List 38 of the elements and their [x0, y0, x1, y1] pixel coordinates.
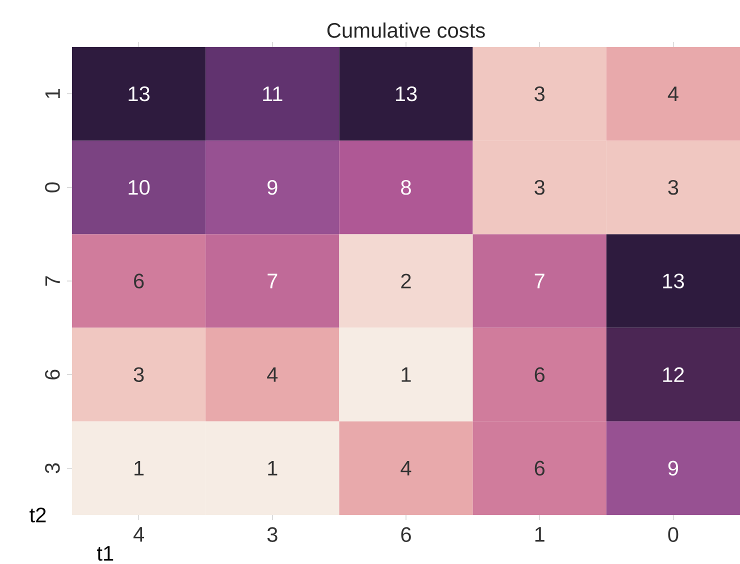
y-tick-label: 3	[45, 463, 60, 474]
data-label: 11	[263, 86, 282, 102]
chart-title: Cumulative costs	[327, 22, 485, 38]
data-label: 9	[668, 460, 678, 476]
data-label: 7	[534, 274, 544, 288]
data-label: 1	[134, 461, 144, 476]
data-label: 13	[663, 274, 684, 288]
data-label: 6	[134, 274, 144, 288]
x-tick-label: 0	[668, 527, 678, 542]
x-tick-label: 1	[535, 527, 544, 542]
data-label: 4	[668, 86, 678, 102]
data-label: 4	[400, 461, 412, 476]
data-label: 3	[134, 367, 144, 382]
y-axis-title: t2	[30, 508, 46, 522]
data-label: 3	[668, 180, 678, 195]
x-axis-title: t1	[96, 546, 114, 561]
data-label: 13	[396, 86, 417, 102]
data-label: 9	[268, 180, 278, 195]
y-tick-label: 7	[45, 276, 60, 286]
y-tick-label: 0	[45, 182, 60, 192]
data-label: 1	[402, 367, 411, 382]
data-label: 4	[267, 367, 278, 382]
x-tick-label: 3	[267, 527, 278, 542]
x-tick-label: 6	[401, 527, 411, 542]
y-tick-label: 6	[45, 370, 60, 380]
y-tick-label: 1	[45, 89, 60, 98]
data-label: 6	[534, 367, 545, 382]
data-label: 12	[663, 367, 684, 382]
data-label: 8	[401, 180, 411, 195]
data-label: 1	[268, 461, 278, 476]
data-label: 3	[534, 86, 545, 102]
x-tick-label: 4	[133, 527, 144, 542]
data-label: 3	[534, 180, 545, 195]
data-label: 7	[268, 274, 278, 288]
data-label: 10	[128, 180, 150, 195]
data-label: 6	[534, 460, 545, 476]
data-label: 13	[128, 86, 150, 102]
data-label: 2	[401, 274, 411, 288]
